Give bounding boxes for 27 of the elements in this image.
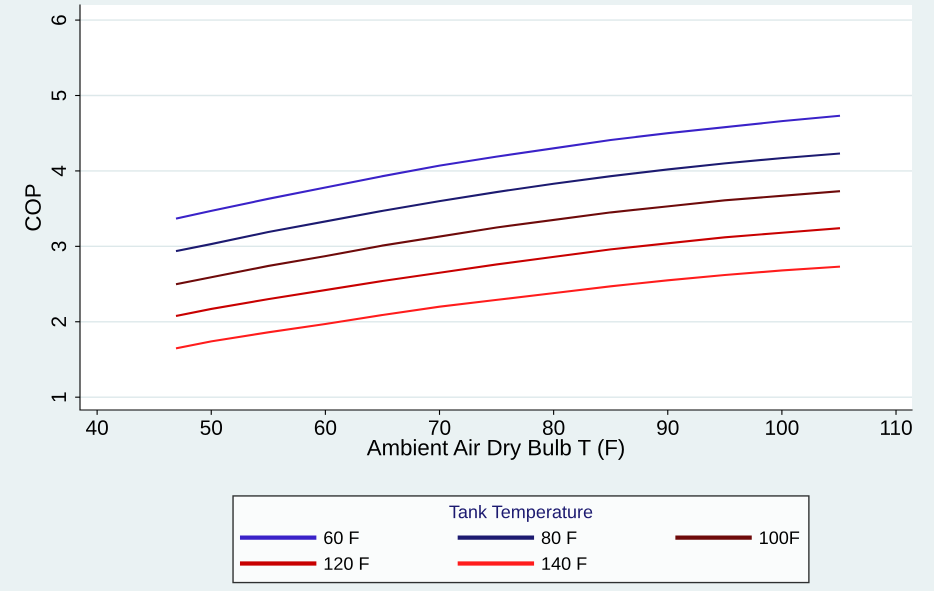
x-tick-label: 80 xyxy=(542,420,564,436)
legend-label: 100F xyxy=(760,531,800,544)
line-series xyxy=(176,227,840,317)
y-tick-label: 5 xyxy=(52,90,66,100)
legend-label: 120 F xyxy=(324,557,369,570)
x-tick-label: 70 xyxy=(428,420,450,436)
x-tick-label: 110 xyxy=(881,420,912,436)
legend-label: 80 F xyxy=(542,531,576,544)
x-tick-label: 40 xyxy=(86,420,108,436)
x-tick-label: 50 xyxy=(200,420,222,436)
y-tick-label: 3 xyxy=(51,241,66,252)
x-tick-label: 60 xyxy=(314,420,336,436)
legend-title: Tank Temperature xyxy=(449,505,592,522)
x-tick-label: 90 xyxy=(657,420,679,436)
y-axis-title: COP xyxy=(25,184,41,230)
line-series xyxy=(176,114,840,220)
legend-label: 140 F xyxy=(542,557,586,570)
line-series xyxy=(176,152,840,252)
legend-label: 60 F xyxy=(324,531,359,544)
line-series xyxy=(176,266,840,350)
y-tick-label: 2 xyxy=(51,317,66,327)
x-tick-label: 100 xyxy=(766,420,798,436)
y-tick-label: 1 xyxy=(52,392,66,402)
y-tick-label: 6 xyxy=(51,15,66,25)
x-axis-title: Ambient Air Dry Bulb T (F) xyxy=(366,439,624,460)
y-tick-label: 4 xyxy=(52,166,66,176)
line-series xyxy=(176,190,840,286)
